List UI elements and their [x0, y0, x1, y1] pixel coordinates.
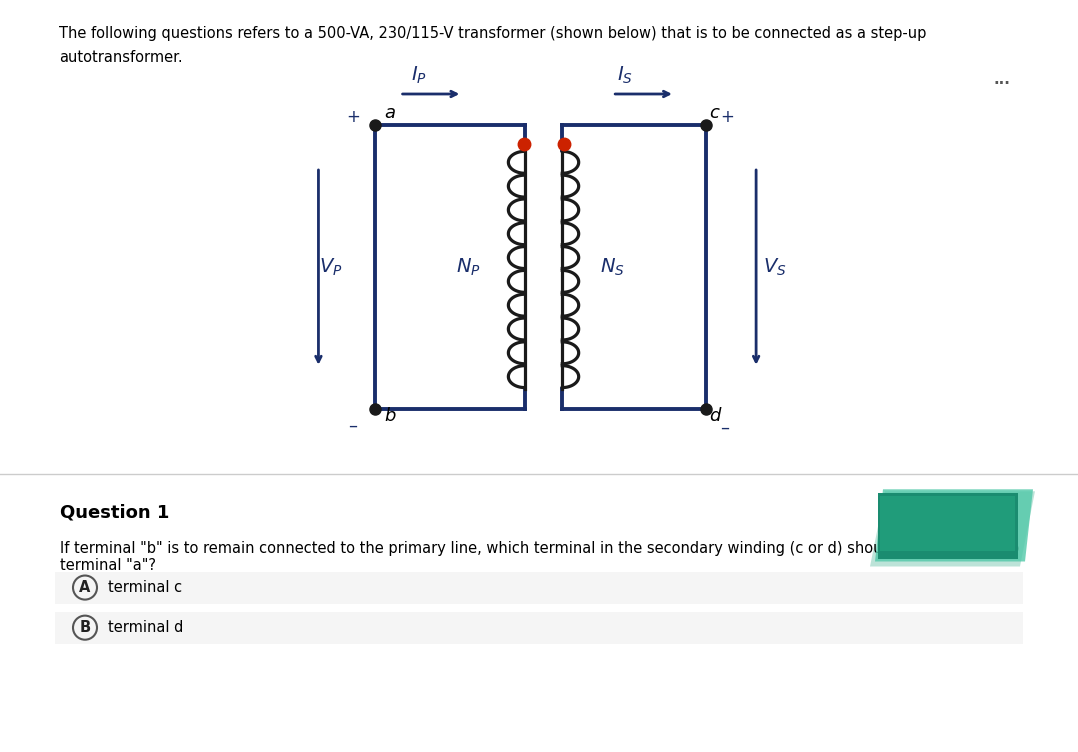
Text: terminal d: terminal d	[108, 620, 183, 635]
Polygon shape	[870, 491, 1035, 566]
Text: ...: ...	[994, 72, 1011, 87]
Text: terminal c: terminal c	[108, 580, 182, 595]
Polygon shape	[877, 493, 1018, 559]
Text: $V_P$: $V_P$	[319, 256, 343, 278]
Text: A: A	[80, 580, 91, 595]
Polygon shape	[880, 496, 1015, 551]
Text: $I_S$: $I_S$	[617, 65, 633, 86]
Polygon shape	[875, 490, 1033, 562]
Text: Question 1: Question 1	[60, 503, 169, 521]
Text: $I_P$: $I_P$	[411, 65, 427, 86]
Text: –: –	[348, 417, 357, 435]
FancyBboxPatch shape	[55, 572, 1023, 604]
Text: $N_S$: $N_S$	[599, 256, 625, 278]
Text: $V_S$: $V_S$	[763, 256, 787, 278]
Text: B: B	[80, 620, 91, 635]
Text: If terminal "b" is to remain connected to the primary line, which terminal in th: If terminal "b" is to remain connected t…	[60, 541, 1020, 556]
Text: +: +	[720, 108, 734, 126]
Text: –: –	[720, 419, 729, 437]
Text: $c$: $c$	[709, 104, 721, 122]
Text: $a$: $a$	[384, 104, 396, 122]
Text: +: +	[346, 108, 360, 126]
Text: $N_P$: $N_P$	[456, 256, 481, 278]
FancyBboxPatch shape	[55, 611, 1023, 644]
Text: The following questions refers to a 500-VA, 230/115-V transformer (shown below) : The following questions refers to a 500-…	[59, 26, 927, 41]
Text: $b$: $b$	[384, 407, 397, 425]
Text: $d$: $d$	[709, 407, 722, 425]
Text: terminal "a"?: terminal "a"?	[60, 559, 156, 574]
Text: autotransformer.: autotransformer.	[59, 50, 183, 65]
